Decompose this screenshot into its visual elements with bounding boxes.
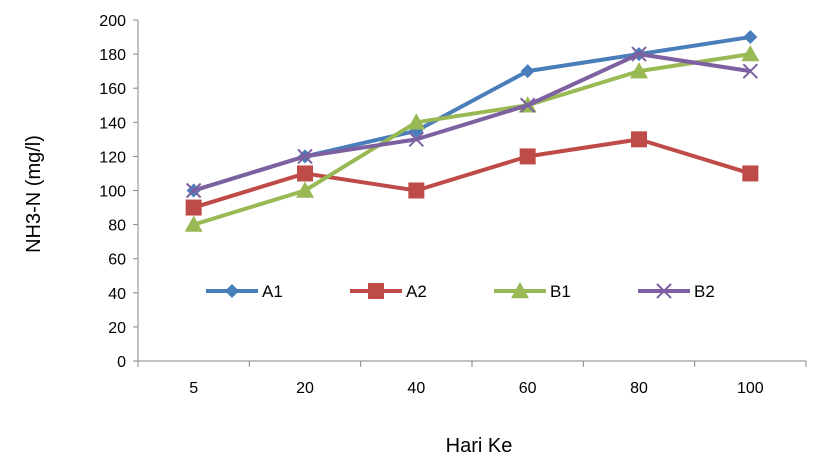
- legend: A1 A2 B1 B2: [206, 282, 715, 301]
- data-point-a2: [519, 148, 536, 165]
- data-point-a2: [297, 165, 313, 182]
- series-line-b1: [193, 52, 751, 227]
- x-tick-label: 100: [737, 380, 764, 397]
- series-line-a2: [193, 137, 751, 210]
- legend-label: A2: [406, 282, 427, 301]
- data-point-a1: [520, 64, 535, 79]
- series-b1: [184, 45, 760, 232]
- data-point-a1: [743, 30, 758, 45]
- legend-label: B2: [694, 282, 715, 301]
- data-point-b2: [185, 182, 202, 199]
- x-tick-label: 5: [189, 380, 198, 397]
- y-tick-label: 60: [108, 252, 126, 269]
- legend-label: B1: [550, 282, 571, 301]
- legend-item-b2: B2: [638, 282, 715, 301]
- data-point-b1: [184, 215, 203, 232]
- x-axis-title: Hari Ke: [446, 435, 513, 457]
- legend-marker: [511, 282, 529, 299]
- legend-marker: [656, 283, 672, 299]
- legend-label: A1: [262, 282, 283, 301]
- y-tick-label: 200: [99, 13, 126, 30]
- x-tick-label: 60: [519, 380, 537, 397]
- data-point-b2: [742, 63, 759, 79]
- x-tick-label: 20: [296, 380, 314, 397]
- data-point-b2: [408, 131, 425, 148]
- series-line-b2: [193, 52, 751, 193]
- data-point-b1: [407, 113, 426, 130]
- legend-item-a2: A2: [350, 282, 427, 301]
- data-point-a2: [408, 182, 425, 199]
- legend-marker: [368, 283, 384, 299]
- y-tick-label: 120: [99, 149, 126, 166]
- data-point-a2: [631, 131, 647, 148]
- series-b2: [185, 46, 759, 199]
- data-point-b2: [519, 97, 536, 113]
- data-point-b1: [296, 181, 314, 198]
- y-tick-label: 160: [99, 81, 126, 98]
- data-point-b1: [630, 62, 648, 79]
- y-tick-label: 80: [108, 218, 126, 235]
- series-a2: [185, 131, 759, 216]
- y-tick-label: 40: [108, 286, 126, 303]
- data-point-a2: [742, 165, 759, 182]
- data-point-b2: [297, 148, 313, 165]
- y-axis-title: NH3-N (mg/l): [23, 135, 45, 253]
- legend-marker: [225, 284, 239, 298]
- legend-item-b1: B1: [494, 282, 571, 301]
- y-tick-label: 20: [108, 320, 126, 337]
- data-point-b1: [741, 45, 760, 62]
- x-tick-label: 40: [407, 380, 425, 397]
- y-tick-label: 100: [99, 184, 126, 201]
- y-tick-label: 0: [117, 354, 126, 371]
- legend-item-a1: A1: [206, 282, 283, 301]
- y-tick-label: 140: [99, 115, 126, 132]
- data-point-a2: [185, 199, 202, 216]
- data-point-b2: [631, 46, 647, 62]
- y-tick-label: 180: [99, 47, 126, 64]
- x-tick-label: 80: [630, 380, 648, 397]
